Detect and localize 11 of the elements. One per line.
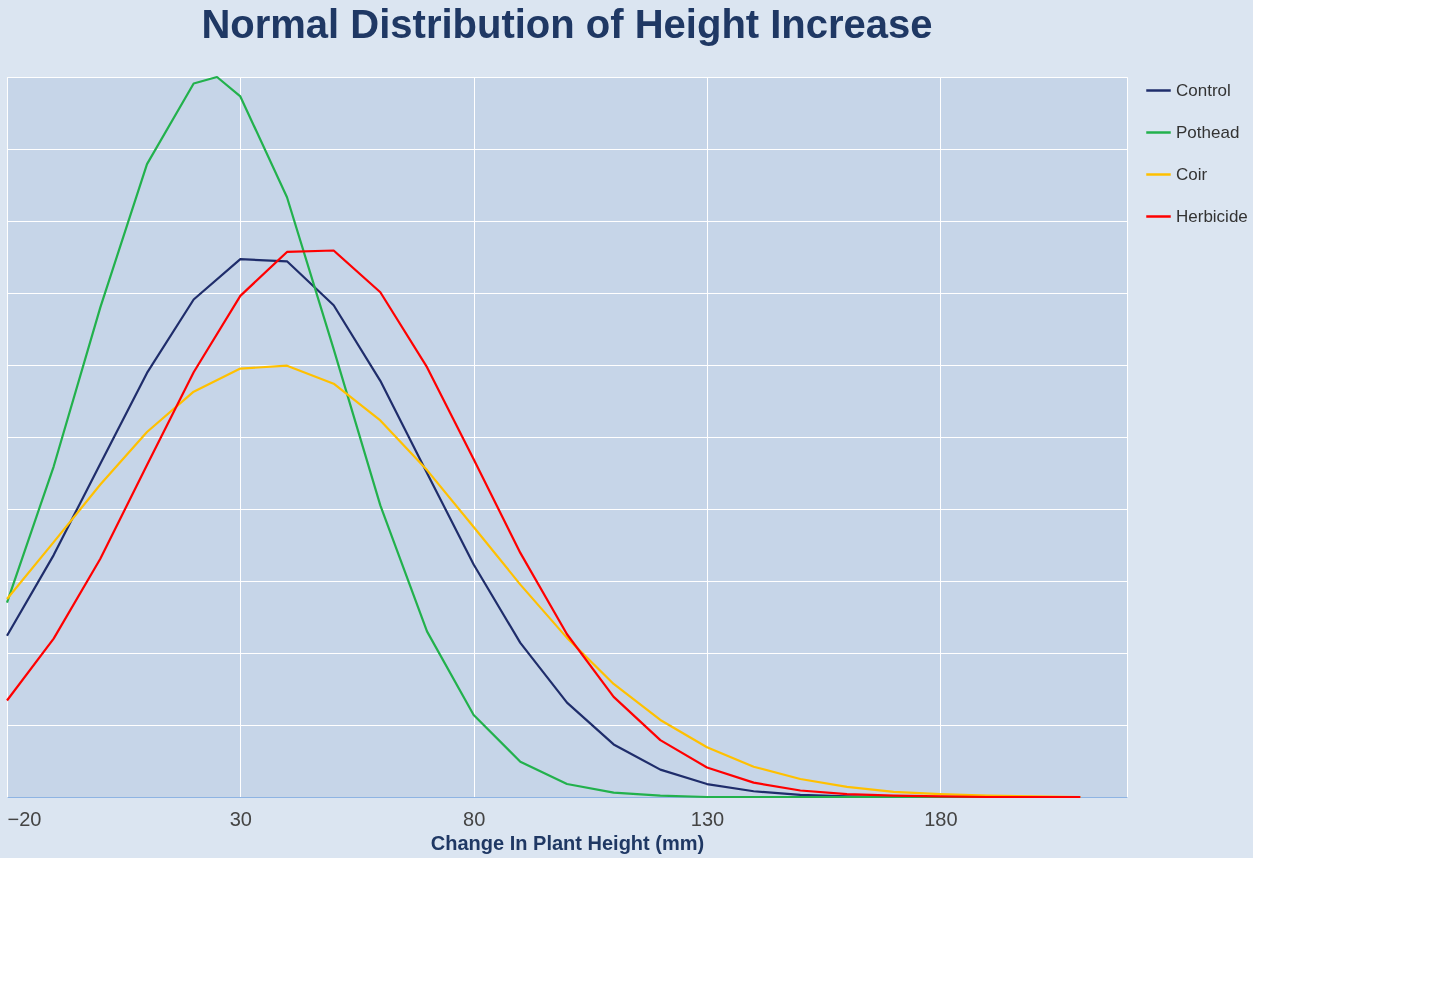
x-tick-label: 130 xyxy=(690,807,725,830)
legend-label: Pothead xyxy=(1176,122,1240,142)
x-axis-title: Change In Plant Height (mm) xyxy=(430,831,705,854)
legend-label: Control xyxy=(1176,80,1231,100)
legend-label: Herbicide xyxy=(1176,206,1248,226)
x-tick-label: 180 xyxy=(924,807,958,830)
x-tick-label: 80 xyxy=(463,807,486,830)
legend-label: Coir xyxy=(1176,164,1208,184)
x-tick-label: 30 xyxy=(229,807,252,830)
chart-title: Normal Distribution of Height Increase xyxy=(201,1,933,46)
x-tick-label: −20 xyxy=(7,807,42,830)
